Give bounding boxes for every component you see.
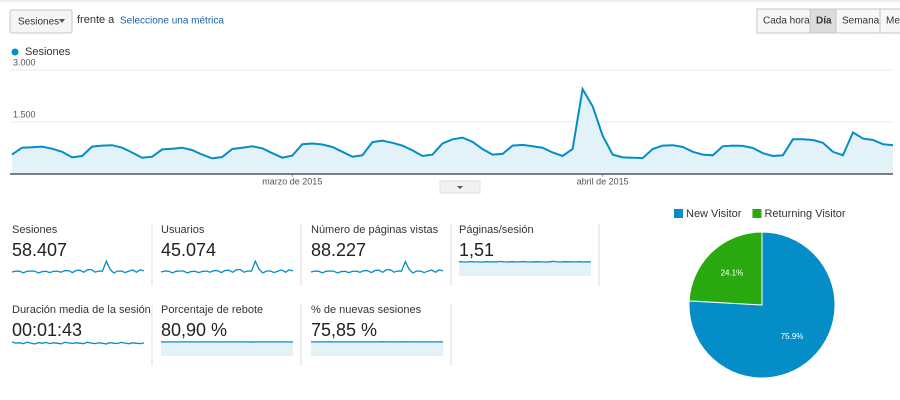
series-line: [11, 86, 894, 160]
metric-label: Usuarios: [161, 224, 205, 236]
metric-select[interactable]: [9, 9, 73, 34]
granularity-button[interactable]: [835, 8, 881, 34]
metric-label: Porcentaje de rebote: [161, 304, 263, 316]
sparkline: [458, 260, 592, 263]
y-tick-label: 3.000: [13, 57, 36, 67]
sparkline-area: [161, 341, 293, 356]
sparkline-area: [459, 261, 591, 276]
metric-value: 75,85 %: [311, 320, 377, 340]
granularity-label[interactable]: Día: [816, 16, 832, 27]
metric-label: Páginas/sesión: [459, 224, 534, 236]
legend-label: Returning Visitor: [764, 208, 845, 220]
x-tick-label: abril de 2015: [577, 176, 629, 186]
metric-value: 00:01:43: [12, 320, 82, 340]
metric-label: Duración media de la sesión: [12, 304, 151, 316]
metric-value: 1,51: [459, 240, 494, 260]
metric-value: 58.407: [12, 240, 67, 260]
metric-select-label[interactable]: Sesiones: [18, 17, 59, 28]
sparkline: [11, 259, 145, 274]
metric-value: 45.074: [161, 240, 216, 260]
sparkline: [310, 260, 444, 274]
dropdown-caret: [59, 19, 65, 23]
metric-label: Sesiones: [12, 224, 58, 236]
granularity-button[interactable]: [879, 8, 900, 34]
legend-swatch: [752, 209, 762, 218]
pie-value-label: 24.1%: [721, 268, 744, 277]
sparkline: [160, 259, 294, 274]
collapse-caret: [457, 186, 463, 189]
metric-value: 88.227: [311, 240, 366, 260]
compare-link[interactable]: Seleccione una métrica: [120, 16, 224, 27]
sparkline-area: [311, 341, 443, 356]
metric-label: Número de páginas vistas: [311, 224, 439, 236]
legend-marker: [11, 48, 19, 56]
granularity-label[interactable]: Mes: [886, 16, 900, 27]
granularity-label[interactable]: Semana: [842, 16, 880, 27]
metric-value: 80,90 %: [161, 320, 227, 340]
metric-label: % de nuevas sesiones: [311, 304, 422, 316]
pie-slice: [688, 231, 763, 306]
legend-label: New Visitor: [686, 208, 742, 220]
granularity-button[interactable]: [809, 8, 837, 34]
series-area: [12, 89, 893, 174]
legend-swatch: [674, 209, 683, 218]
granularity-label[interactable]: Cada hora: [763, 16, 810, 27]
legend-label: Sesiones: [25, 46, 71, 58]
pie-value-label: 75.9%: [781, 332, 804, 341]
sparkline: [11, 341, 145, 345]
x-tick-label: marzo de 2015: [262, 176, 322, 186]
versus-label: frente a: [77, 14, 115, 26]
y-tick-label: 1.500: [13, 109, 36, 119]
